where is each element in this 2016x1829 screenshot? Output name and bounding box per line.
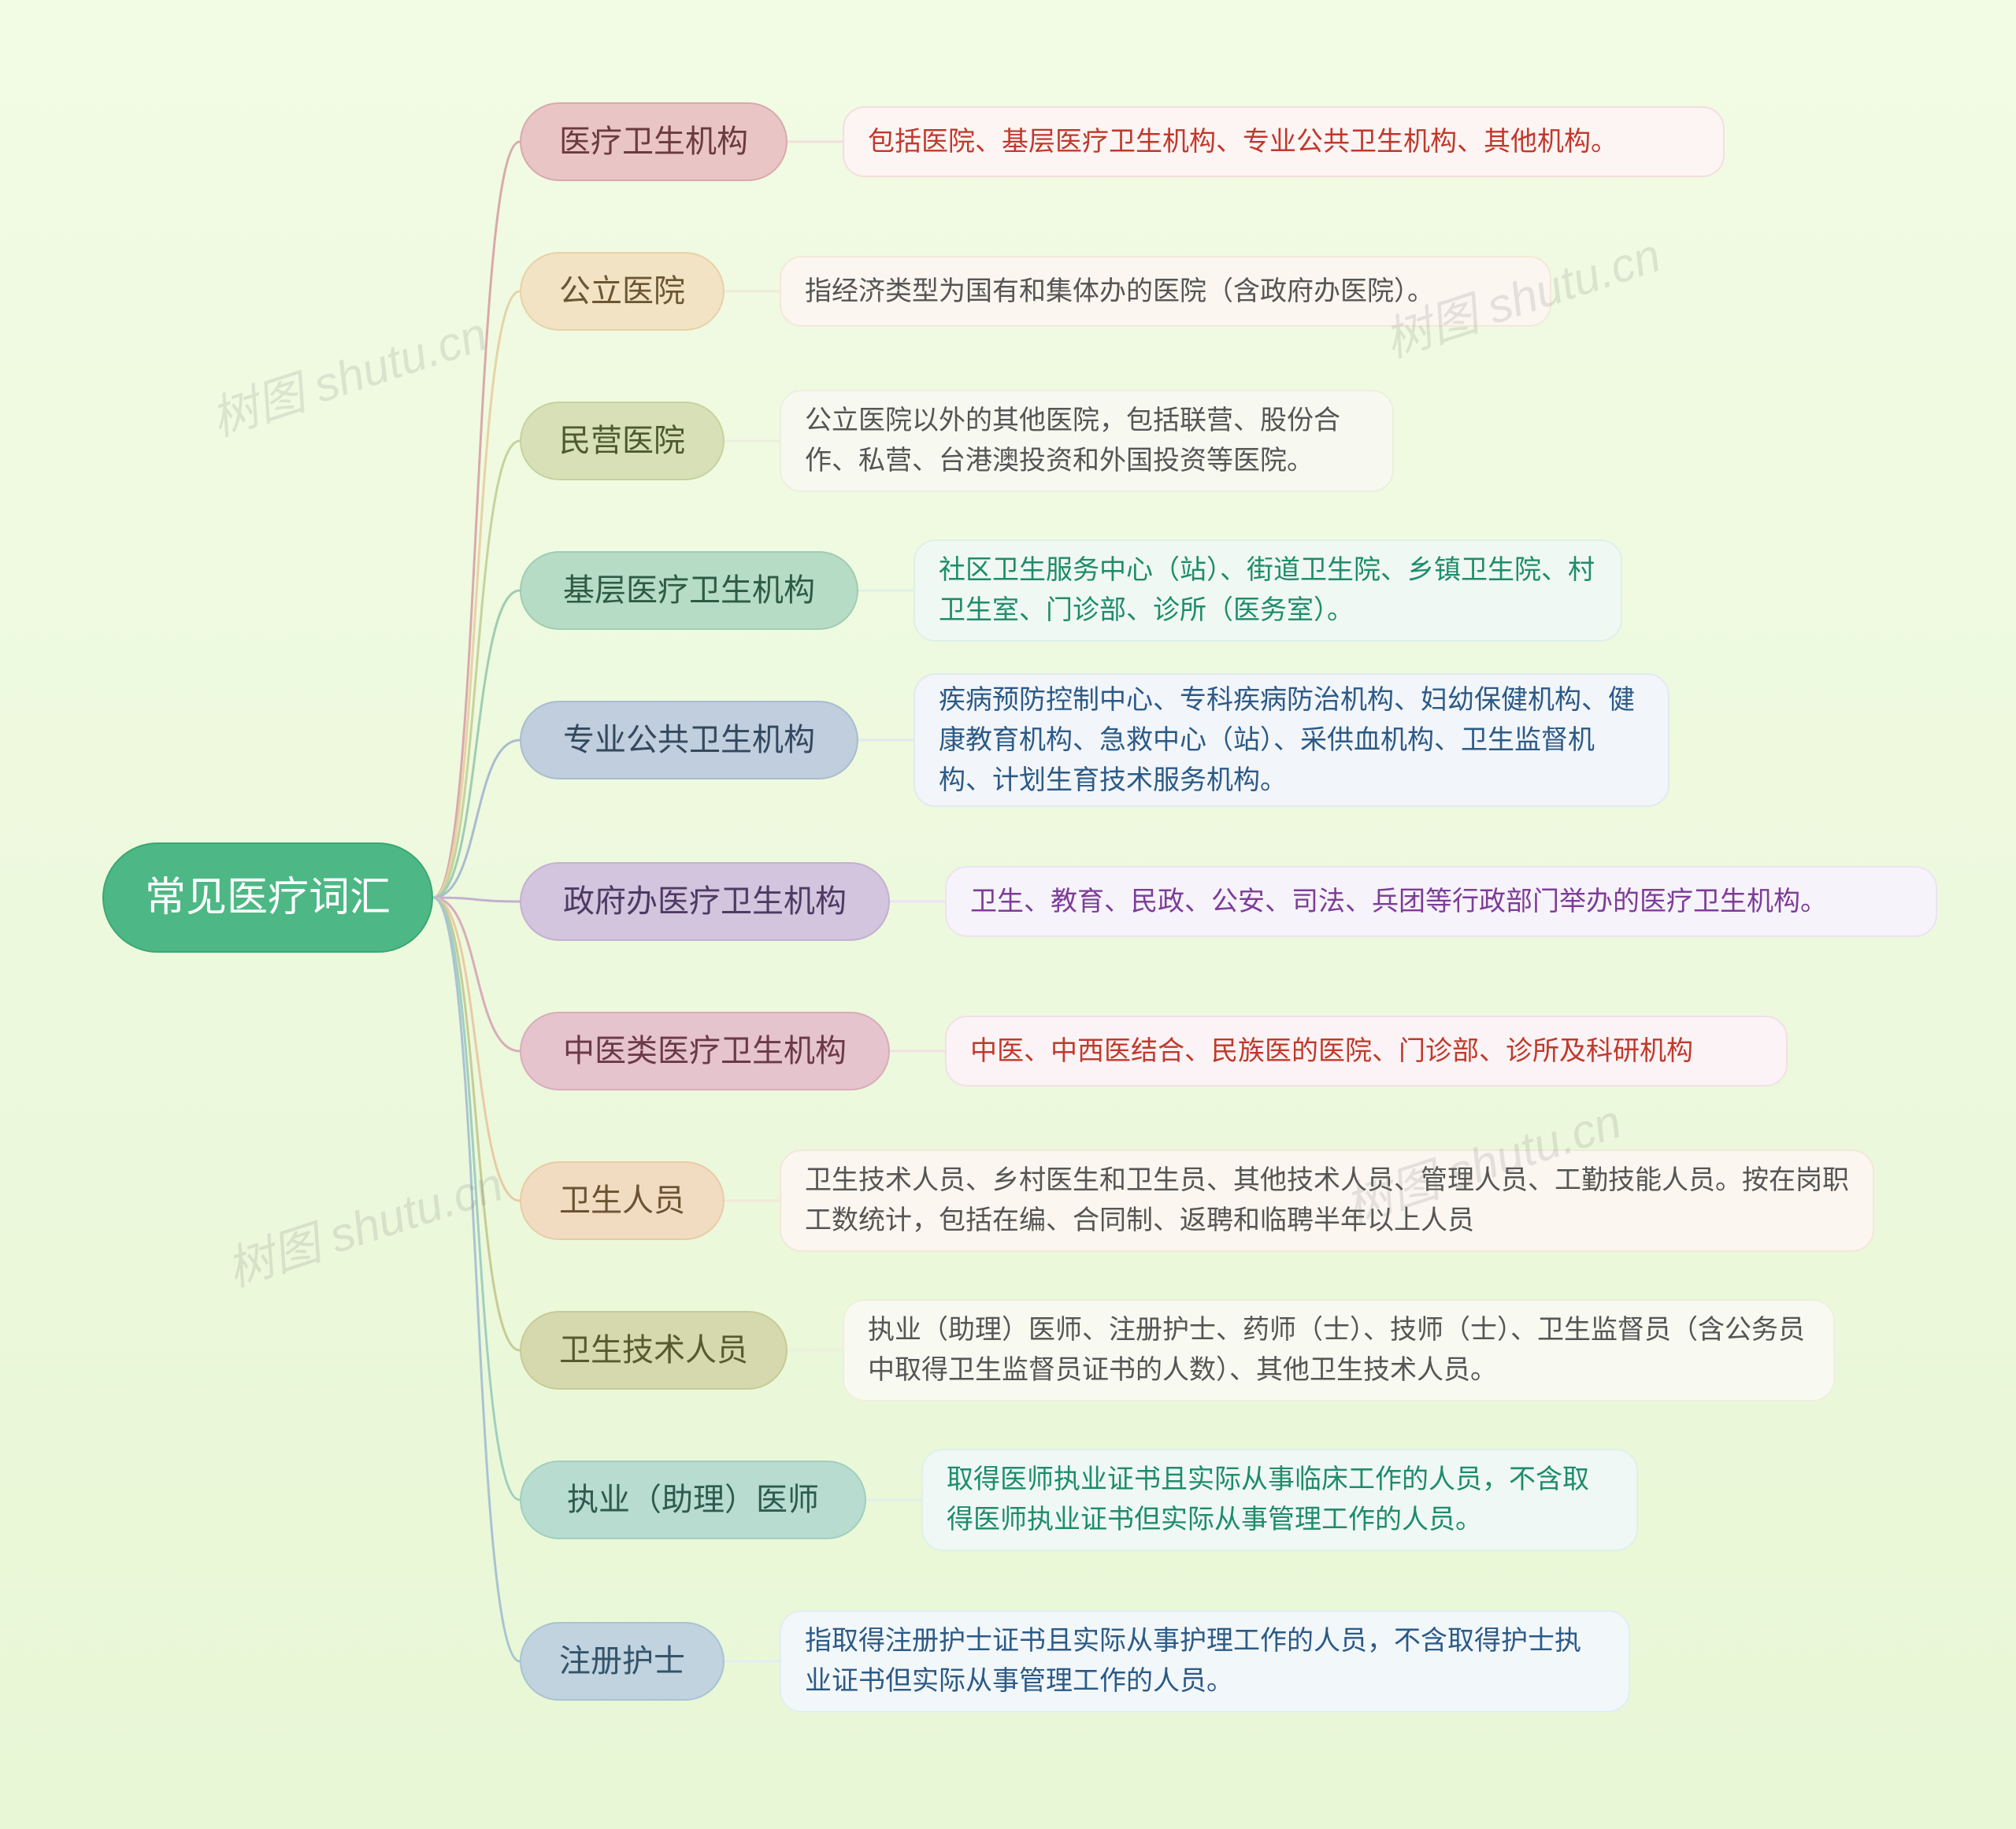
branch-b5[interactable]: 政府办医疗卫生机构 [520,862,890,941]
leaf-b10-label: 指取得注册护士证书且实际从事护理工作的人员，不含取得护士执业证书但实际从事管理工… [805,1621,1605,1701]
leaf-b5[interactable]: 卫生、教育、民政、公安、司法、兵团等行政部门举办的医疗卫生机构。 [945,866,1937,937]
leaf-b1[interactable]: 指经济类型为国有和集体办的医院（含政府办医院）。 [780,256,1551,327]
leaf-b0-label: 包括医院、基层医疗卫生机构、专业公共卫生机构、其他机构。 [868,122,1618,162]
watermark: 树图 shutu.cn [217,1146,510,1300]
edge [433,898,520,902]
leaf-b2-label: 公立医院以外的其他医院，包括联营、股份合作、私营、台港澳投资和外国投资等医院。 [805,401,1369,481]
branch-b1[interactable]: 公立医院 [520,252,724,331]
leaf-b8[interactable]: 执业（助理）医师、注册护士、药师（士）、技师（士）、卫生监督员（含公务员中取得卫… [843,1299,1835,1401]
branch-b6[interactable]: 中医类医疗卫生机构 [520,1012,890,1090]
branch-b9-label: 执业（助理）医师 [567,1476,819,1524]
leaf-b3-label: 社区卫生服务中心（站）、街道卫生院、乡镇卫生院、村卫生室、门诊部、诊所（医务室）… [939,550,1597,631]
leaf-b2[interactable]: 公立医院以外的其他医院，包括联营、股份合作、私营、台港澳投资和外国投资等医院。 [780,390,1394,492]
root-node[interactable]: 常见医疗词汇 [102,842,433,953]
leaf-b1-label: 指经济类型为国有和集体办的医院（含政府办医院）。 [805,272,1434,312]
branch-b7-label: 卫生人员 [559,1177,685,1224]
branch-b7[interactable]: 卫生人员 [520,1161,724,1240]
branch-b2[interactable]: 民营医院 [520,402,724,480]
branch-b10-label: 注册护士 [559,1638,685,1685]
branch-b3-label: 基层医疗卫生机构 [563,567,815,614]
edge [433,898,520,1350]
leaf-b0[interactable]: 包括医院、基层医疗卫生机构、专业公共卫生机构、其他机构。 [843,106,1725,177]
branch-b3[interactable]: 基层医疗卫生机构 [520,551,858,630]
edge [433,898,520,1051]
branch-b6-label: 中医类医疗卫生机构 [563,1027,847,1075]
edge [433,142,520,898]
leaf-b5-label: 卫生、教育、民政、公安、司法、兵团等行政部门举办的医疗卫生机构。 [970,882,1827,922]
branch-b8[interactable]: 卫生技术人员 [520,1311,788,1390]
branch-b1-label: 公立医院 [559,268,685,315]
branch-b0[interactable]: 医疗卫生机构 [520,102,788,181]
leaf-b10[interactable]: 指取得注册护士证书且实际从事护理工作的人员，不含取得护士执业证书但实际从事管理工… [780,1610,1630,1712]
root-node-label: 常见医疗词汇 [145,867,391,928]
branch-b0-label: 医疗卫生机构 [559,118,748,165]
leaf-b6[interactable]: 中医、中西医结合、民族医的医院、门诊部、诊所及科研机构 [945,1016,1788,1087]
branch-b2-label: 民营医院 [559,417,685,465]
leaf-b6-label: 中医、中西医结合、民族医的医院、门诊部、诊所及科研机构 [970,1031,1693,1072]
leaf-b7[interactable]: 卫生技术人员、乡村医生和卫生员、其他技术人员、管理人员、工勤技能人员。按在岗职工… [780,1150,1874,1252]
leaf-b7-label: 卫生技术人员、乡村医生和卫生员、其他技术人员、管理人员、工勤技能人员。按在岗职工… [805,1161,1849,1241]
leaf-b4-label: 疾病预防控制中心、专科疾病防治机构、妇幼保健机构、健康教育机构、急救中心（站）、… [939,680,1644,801]
edge [433,441,520,898]
edge [433,740,520,898]
branch-b9[interactable]: 执业（助理）医师 [520,1461,866,1539]
edge [433,898,520,1661]
edge [433,898,520,1500]
leaf-b8-label: 执业（助理）医师、注册护士、药师（士）、技师（士）、卫生监督员（含公务员中取得卫… [868,1310,1810,1390]
branch-b8-label: 卫生技术人员 [559,1327,748,1374]
leaf-b4[interactable]: 疾病预防控制中心、专科疾病防治机构、妇幼保健机构、健康教育机构、急救中心（站）、… [914,673,1670,807]
branch-b10[interactable]: 注册护士 [520,1622,724,1701]
edge [433,898,520,1201]
leaf-b3[interactable]: 社区卫生服务中心（站）、街道卫生院、乡镇卫生院、村卫生室、门诊部、诊所（医务室）… [914,539,1622,642]
branch-b4[interactable]: 专业公共卫生机构 [520,701,858,779]
edge [433,291,520,898]
edge [433,591,520,898]
branch-b4-label: 专业公共卫生机构 [563,716,815,764]
leaf-b9-label: 取得医师执业证书且实际从事临床工作的人员，不含取得医师执业证书但实际从事管理工作… [947,1460,1613,1540]
watermark: 树图 shutu.cn [201,296,495,450]
mindmap-canvas: 常见医疗词汇 医疗卫生机构 包括医院、基层医疗卫生机构、专业公共卫生机构、其他机构。… [0,0,2016,1829]
branch-b5-label: 政府办医疗卫生机构 [563,878,847,925]
leaf-b9[interactable]: 取得医师执业证书且实际从事临床工作的人员，不含取得医师执业证书但实际从事管理工作… [921,1449,1638,1551]
